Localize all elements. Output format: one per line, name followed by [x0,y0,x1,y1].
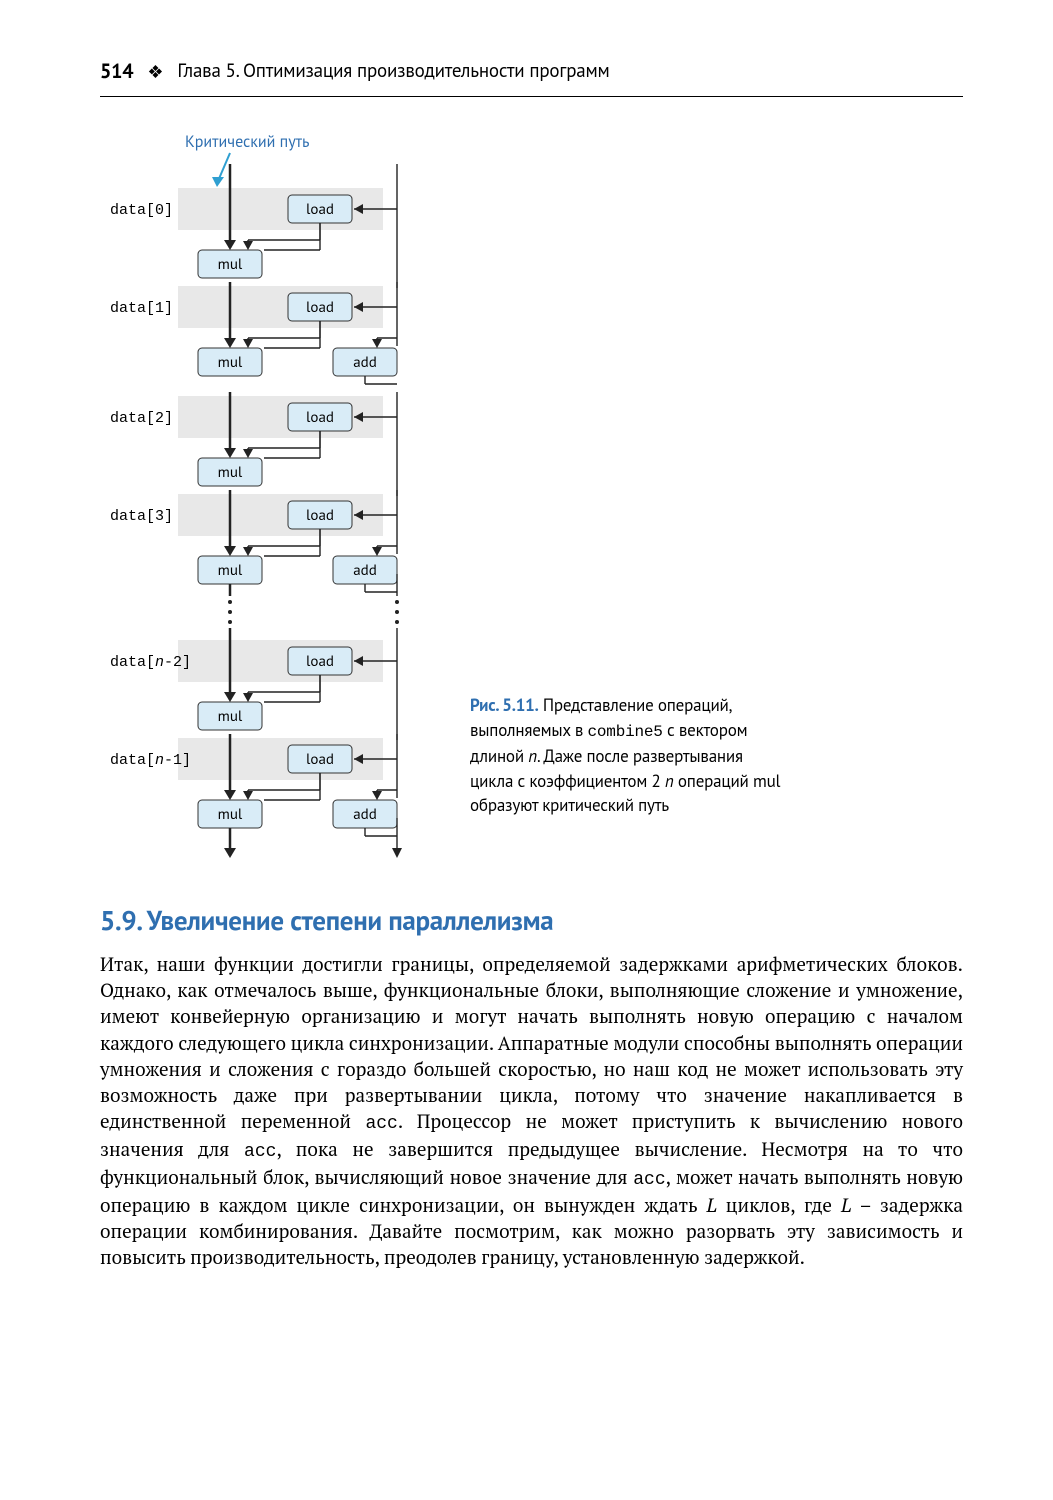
svg-text:data[n-1]: data[n-1] [110,752,191,769]
body-text-5: циклов, где [717,1193,841,1218]
header-rule [100,96,963,97]
caption-n1: n [528,745,537,767]
svg-text:load: load [306,750,334,769]
svg-text:mul: mul [218,353,243,372]
svg-text:data[3]: data[3] [110,508,173,525]
svg-text:load: load [306,200,334,219]
figure-caption: Рис. 5.11. Представление операций, выпол… [470,693,790,868]
page-number: 514 [100,58,133,84]
svg-text:add: add [353,805,377,824]
critical-path-diagram: Критический путь data[0] load mul data[1] loa… [100,129,440,868]
code-acc-3: acc [633,1170,665,1190]
svg-text:mul: mul [218,255,243,274]
svg-text:Критический путь: Критический путь [185,132,309,152]
svg-text:add: add [353,561,377,580]
figure-wrap: Критический путь data[0] load mul data[1] loa… [100,129,963,868]
svg-text:data[n-2]: data[n-2] [110,654,191,671]
svg-text:mul: mul [218,805,243,824]
page-header: 514 ❖ Глава 5. Оптимизация производитель… [100,58,963,84]
body-text-1: Итак, наши функции достигли границы, опр… [100,952,963,1134]
section-title: 5.9. Увеличение степени параллелизма [100,904,963,938]
var-L-2: L [841,1193,851,1218]
diamond-icon: ❖ [147,60,163,83]
code-acc-2: acc [244,1142,276,1162]
svg-text:data[1]: data[1] [110,300,173,317]
svg-text:data[0]: data[0] [110,202,173,219]
chapter-title: Глава 5. Оптимизация производительности … [177,59,609,83]
svg-text:mul: mul [218,463,243,482]
svg-text:load: load [306,652,334,671]
code-acc-1: acc [365,1114,397,1134]
svg-text:load: load [306,408,334,427]
svg-text:mul: mul [218,561,243,580]
figure-number: Рис. 5.11. [470,694,539,716]
caption-n2: n [665,770,674,792]
body-paragraph: Итак, наши функции достигли границы, опр… [100,952,963,1271]
svg-text:load: load [306,298,334,317]
svg-text:add: add [353,353,377,372]
var-L-1: L [706,1193,716,1218]
svg-text:load: load [306,506,334,525]
caption-mono: combine5 [588,723,663,741]
svg-text:mul: mul [218,707,243,726]
svg-text:data[2]: data[2] [110,410,173,427]
